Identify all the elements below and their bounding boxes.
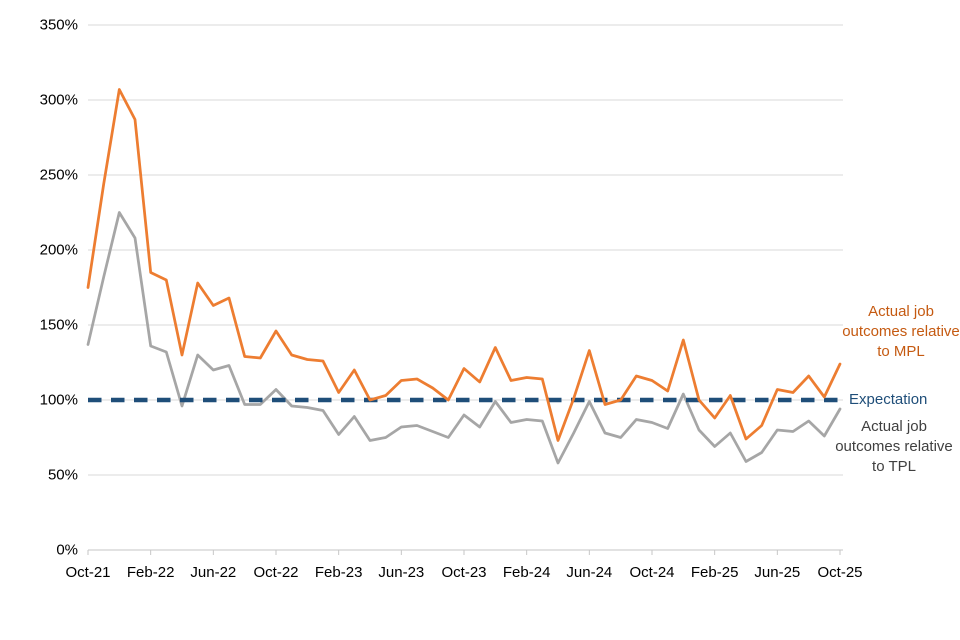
y-axis-tick-label: 150% xyxy=(40,317,78,334)
series-label-mpl: Actual job outcomes relative to MPL xyxy=(842,303,960,360)
x-axis-tick-label: Jun-22 xyxy=(190,564,236,581)
x-axis-tick-label: Oct-24 xyxy=(629,564,674,581)
y-axis-tick-label: 50% xyxy=(48,467,78,484)
x-axis-tick-label: Oct-23 xyxy=(441,564,486,581)
series-line-mpl xyxy=(86,88,842,442)
series-line-tpl xyxy=(86,211,842,465)
series-label-expectation: Expectation xyxy=(849,391,928,408)
x-axis-tick-label: Oct-25 xyxy=(817,564,862,581)
x-axis-tick-label: Jun-25 xyxy=(754,564,800,581)
x-axis-tick-label: Feb-23 xyxy=(315,564,363,581)
series-label-tpl: Actual job outcomes relative to TPL xyxy=(835,418,953,475)
y-axis-tick-label: 100% xyxy=(40,392,78,409)
x-axis-tick-label: Jun-24 xyxy=(566,564,612,581)
y-axis-tick-label: 250% xyxy=(40,167,78,184)
y-axis-tick-label: 300% xyxy=(40,92,78,109)
x-axis-tick-label: Feb-22 xyxy=(127,564,175,581)
x-axis-tick-label: Oct-21 xyxy=(65,564,110,581)
x-axis-tick-label: Jun-23 xyxy=(378,564,424,581)
x-axis-tick-label: Feb-25 xyxy=(691,564,739,581)
y-axis-tick-label: 0% xyxy=(56,542,78,559)
x-axis-tick-label: Feb-24 xyxy=(503,564,551,581)
y-axis-tick-label: 350% xyxy=(40,17,78,34)
x-axis-tick-label: Oct-22 xyxy=(253,564,298,581)
y-axis-tick-label: 200% xyxy=(40,242,78,259)
